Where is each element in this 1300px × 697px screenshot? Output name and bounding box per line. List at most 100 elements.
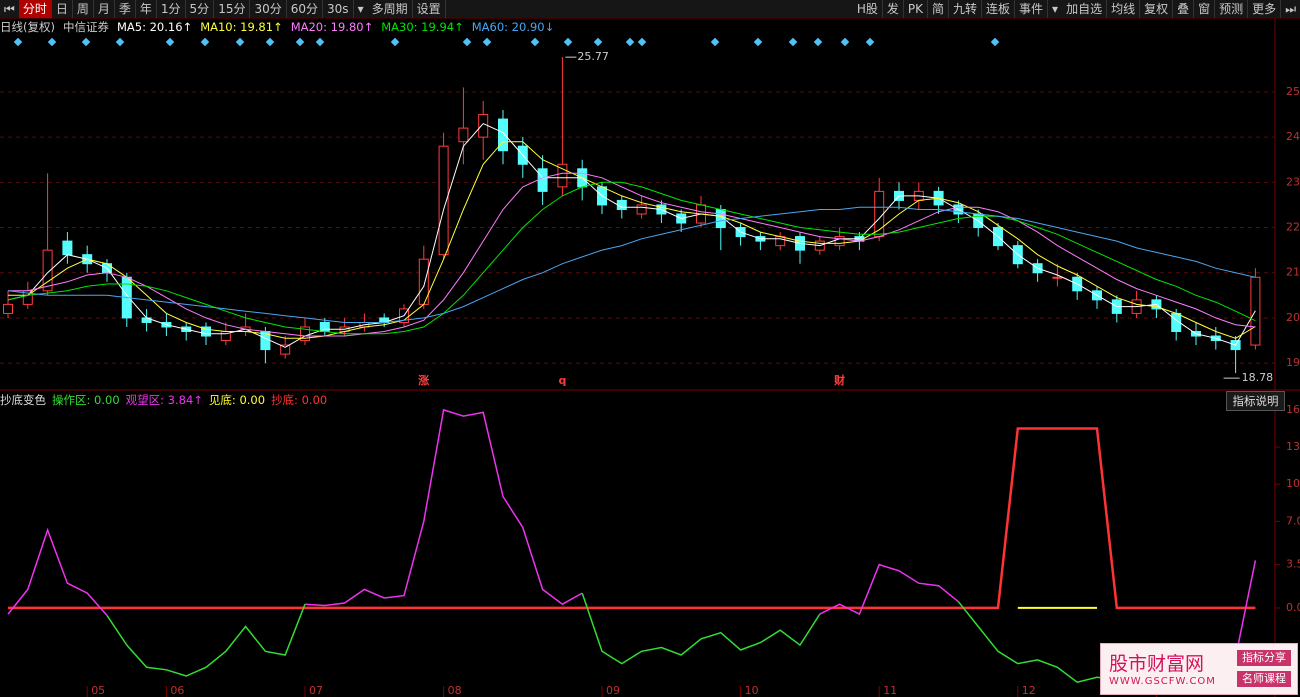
event-diamond	[788, 37, 798, 47]
event-diamond	[840, 37, 850, 47]
event-diamond	[13, 37, 23, 47]
toolbar-button[interactable]: 月	[94, 0, 115, 18]
toolbar-button[interactable]: 60分	[287, 0, 324, 18]
event-diamond	[593, 37, 603, 47]
event-diamond	[530, 37, 540, 47]
x-tick-label: 05	[91, 684, 105, 697]
toolbar-button[interactable]: 窗	[1194, 0, 1216, 18]
toolbar-button[interactable]: 加自选	[1062, 0, 1108, 18]
event-label: 财	[833, 373, 845, 387]
toolbar-button[interactable]: 周	[73, 0, 94, 18]
event-diamond	[625, 37, 635, 47]
candle-body	[834, 236, 845, 247]
event-diamond	[315, 37, 325, 47]
toolbar-button[interactable]: 30分	[250, 0, 287, 18]
toolbar-button[interactable]: 分时	[18, 0, 52, 18]
x-tick-label: 09	[606, 684, 620, 697]
toolbar-button[interactable]: 事件	[1015, 0, 1049, 18]
event-diamond	[813, 37, 823, 47]
toolbar-left: ⏮ 分时日周月季年 1分 5分 15分 30分 60分 30s ▾ 多周期 设置	[0, 0, 446, 18]
toolbar-button[interactable]: 连板	[982, 0, 1016, 18]
watermark-site: 股市财富网	[1109, 653, 1205, 675]
event-diamond	[115, 37, 125, 47]
stock-name[interactable]: 中信证券	[62, 20, 109, 34]
candle-body	[438, 145, 449, 256]
y-tick-label: 20	[1286, 311, 1300, 324]
toolbar-button[interactable]: 复权	[1140, 0, 1174, 18]
ma-line	[7, 206, 1256, 323]
x-tick-label: 06	[170, 684, 184, 697]
y-tick-label: 22	[1286, 221, 1300, 234]
toolbar-button[interactable]: PK	[904, 0, 928, 18]
indicator-legend-entry: 观望区: 3.84↑	[125, 393, 203, 407]
toolbar-button[interactable]: 叠	[1173, 0, 1195, 18]
toolbar-button[interactable]: 九转	[949, 0, 983, 18]
indicator-line	[106, 592, 1236, 684]
y-tick-label: 24	[1286, 130, 1300, 143]
x-tick-label: 11	[883, 684, 897, 697]
event-diamond	[295, 37, 305, 47]
toolbar-button[interactable]: 5分	[186, 0, 215, 18]
toolbar-button[interactable]: 年	[136, 0, 157, 18]
toolbar-button[interactable]: 更多	[1248, 0, 1282, 18]
event-diamond	[165, 37, 175, 47]
toolbar-button[interactable]: 1分	[157, 0, 186, 18]
candle-body	[636, 204, 647, 215]
candle-body	[458, 127, 469, 143]
toolbar-button[interactable]: 发	[883, 0, 904, 18]
high-label: 25.77	[577, 50, 609, 63]
watermark-tag[interactable]: 指标分享	[1237, 650, 1291, 666]
watermark: 股市财富网 WWW.GSCFW.COM 指标分享 名师课程	[1100, 643, 1298, 695]
candle-body	[201, 326, 211, 337]
indicator-title: 抄底变色	[0, 393, 46, 407]
toolbar-button[interactable]: H股	[853, 0, 883, 18]
toolbar-button[interactable]: 30s	[323, 0, 354, 18]
toolbar-first-icon[interactable]: ⏮	[4, 2, 15, 16]
candle-body	[775, 236, 786, 247]
toolbar-button[interactable]: 均线	[1107, 0, 1141, 18]
candle-body	[42, 249, 53, 292]
ma-legend: MA60: 20.90↓	[471, 20, 555, 34]
x-tick-label: 12	[1022, 684, 1036, 697]
watermark-url: WWW.GSCFW.COM	[1109, 676, 1216, 687]
watermark-tag[interactable]: 名师课程	[1237, 671, 1291, 687]
toolbar-button[interactable]: 简	[928, 0, 949, 18]
y-tick-label: 7.0	[1286, 514, 1300, 527]
period-label: 日线(复权)	[0, 20, 55, 34]
toolbar-button[interactable]: 多周期	[368, 0, 413, 18]
candle-body	[1052, 276, 1063, 279]
y-tick-label: 19	[1286, 356, 1300, 369]
x-tick-label: 08	[448, 684, 462, 697]
toolbar-dropdown-icon[interactable]: ▾	[1052, 2, 1059, 16]
y-tick-label: 0.0	[1286, 601, 1300, 614]
candle-body	[280, 344, 291, 355]
event-label: 涨	[418, 373, 429, 387]
event-diamond	[563, 37, 573, 47]
toolbar-button[interactable]: 15分	[214, 0, 251, 18]
x-tick-label: 10	[745, 684, 759, 697]
indicator-help-button[interactable]: 指标说明	[1226, 391, 1285, 411]
toolbar-right: H股发 PK 简九转 连板 事件 ▾ 加自选 均线 复权叠窗预测 更多 ⏭	[853, 0, 1300, 18]
ma-line	[8, 141, 1256, 339]
ma-line	[7, 122, 1256, 348]
indicator-line	[8, 427, 1256, 610]
low-label: 18.78	[1242, 371, 1274, 384]
ma-legend: MA30: 19.94↑	[381, 20, 464, 34]
event-label: q	[558, 374, 566, 387]
candle-body	[62, 240, 73, 256]
event-diamond	[637, 37, 647, 47]
toolbar-button[interactable]: 日	[52, 0, 73, 18]
toolbar-last-icon[interactable]: ⏭	[1285, 2, 1296, 16]
toolbar-dropdown-icon[interactable]: ▾	[357, 2, 364, 16]
toolbar-button[interactable]: 设置	[413, 0, 446, 18]
indicator-legend-entry: 见底: 0.00	[208, 393, 266, 407]
toolbar-button[interactable]: 预测	[1215, 0, 1249, 18]
ma-line	[8, 172, 1256, 337]
toolbar-button[interactable]: 季	[115, 0, 136, 18]
indicator-legend-entry: 操作区: 0.00	[52, 393, 120, 407]
y-tick-label: 23	[1286, 175, 1300, 188]
y-tick-label: 16.	[1286, 403, 1300, 416]
event-diamond	[265, 37, 275, 47]
